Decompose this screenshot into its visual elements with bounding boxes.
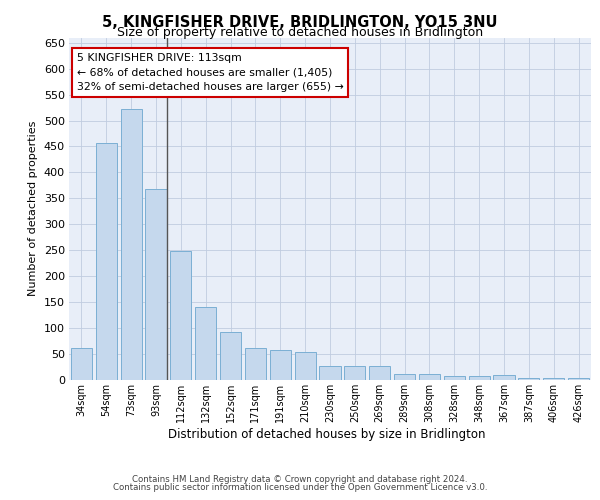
Bar xyxy=(295,352,316,380)
Bar xyxy=(493,375,515,380)
Bar xyxy=(518,378,539,380)
Bar xyxy=(170,252,191,380)
Bar xyxy=(369,366,390,380)
Bar xyxy=(220,332,241,380)
Bar xyxy=(71,348,92,380)
Bar xyxy=(270,350,291,380)
Y-axis label: Number of detached properties: Number of detached properties xyxy=(28,121,38,296)
Text: 5, KINGFISHER DRIVE, BRIDLINGTON, YO15 3NU: 5, KINGFISHER DRIVE, BRIDLINGTON, YO15 3… xyxy=(102,15,498,30)
Bar xyxy=(121,108,142,380)
Bar xyxy=(394,374,415,380)
Bar xyxy=(469,376,490,380)
Bar xyxy=(419,374,440,380)
Bar xyxy=(543,378,564,380)
Bar xyxy=(145,189,167,380)
Text: Contains public sector information licensed under the Open Government Licence v3: Contains public sector information licen… xyxy=(113,483,487,492)
Bar xyxy=(568,378,589,380)
Bar xyxy=(195,308,216,380)
Text: 5 KINGFISHER DRIVE: 113sqm
← 68% of detached houses are smaller (1,405)
32% of s: 5 KINGFISHER DRIVE: 113sqm ← 68% of deta… xyxy=(77,53,344,92)
Text: Distribution of detached houses by size in Bridlington: Distribution of detached houses by size … xyxy=(168,428,486,441)
Bar xyxy=(319,366,341,380)
Text: Size of property relative to detached houses in Bridlington: Size of property relative to detached ho… xyxy=(117,26,483,39)
Text: Contains HM Land Registry data © Crown copyright and database right 2024.: Contains HM Land Registry data © Crown c… xyxy=(132,475,468,484)
Bar xyxy=(344,366,365,380)
Bar xyxy=(444,376,465,380)
Bar xyxy=(245,348,266,380)
Bar xyxy=(96,143,117,380)
